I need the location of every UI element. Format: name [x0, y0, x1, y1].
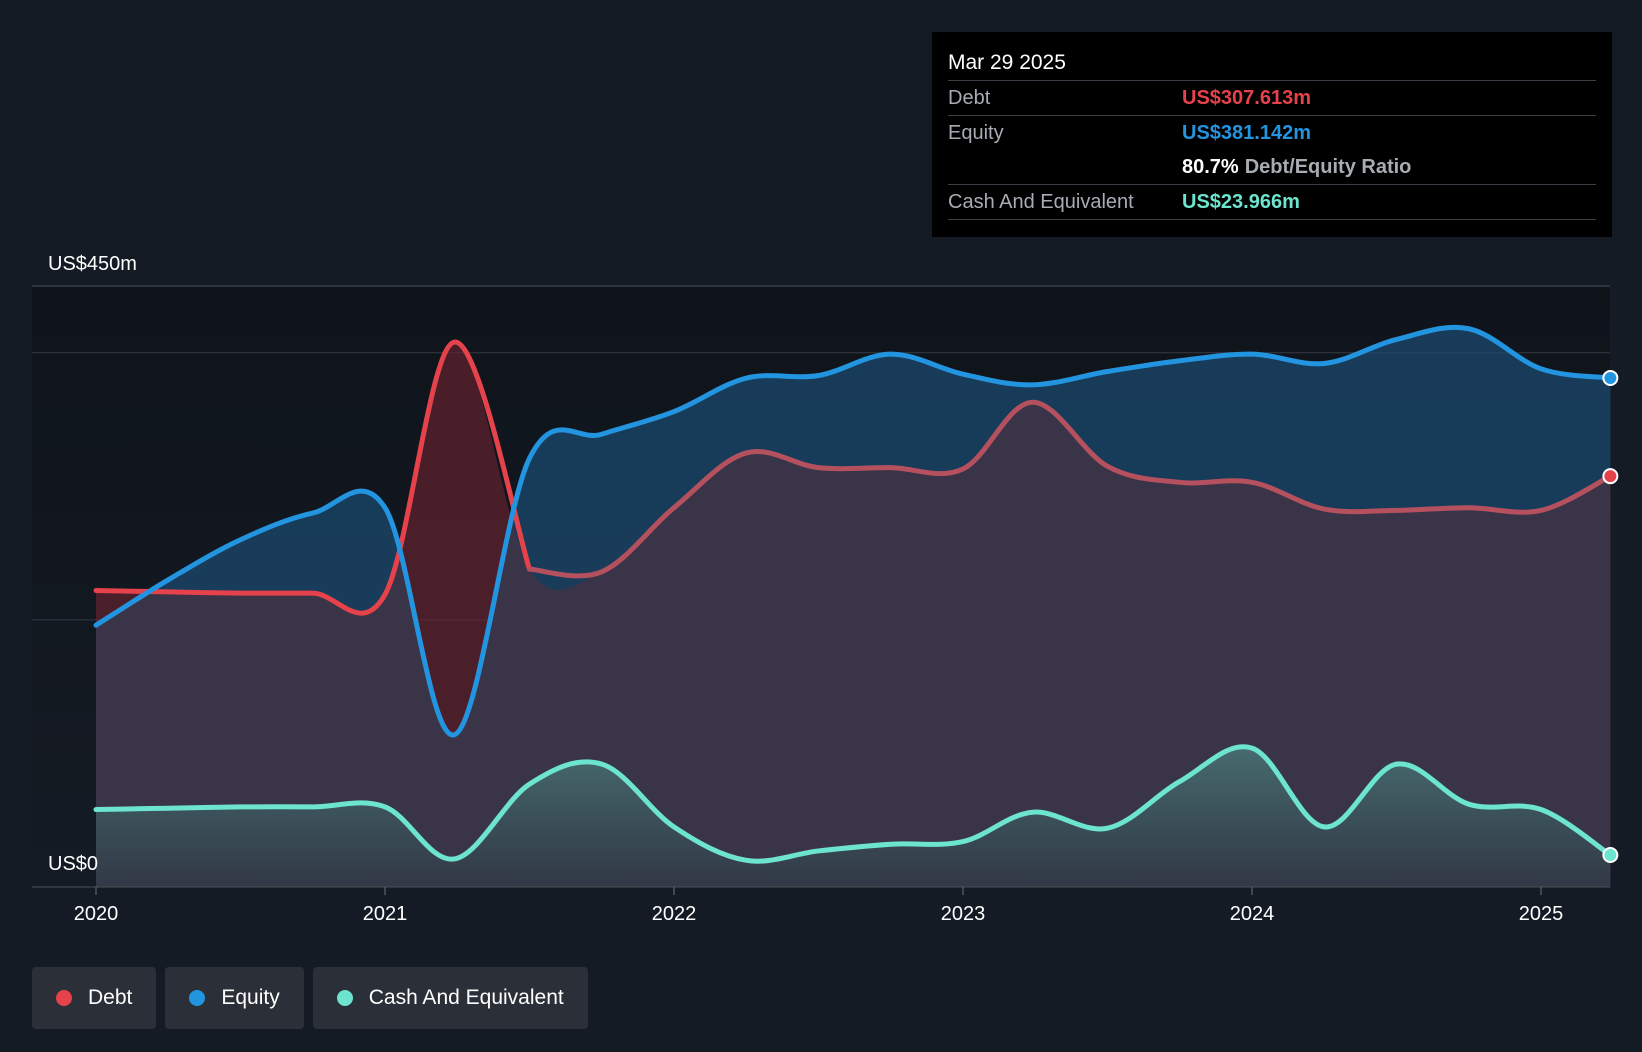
tooltip-cash-label: Cash And Equivalent — [948, 190, 1134, 213]
legend-dot-equity-icon — [189, 990, 206, 1006]
cash-line — [93, 744, 1613, 864]
tooltip-debt-value: US$307.613m — [1182, 86, 1311, 109]
x-tick-label: 2020 — [74, 903, 119, 925]
debt-line — [527, 399, 1613, 579]
x-tick-label: 2022 — [652, 903, 697, 925]
tooltip-ratio-value: 80.7% — [1182, 155, 1239, 178]
tooltip-date: Mar 29 2025 — [948, 51, 1066, 74]
x-tick-label: 2021 — [363, 903, 408, 925]
legend-label-debt: Debt — [88, 986, 133, 1009]
cash-endpoint-marker — [1602, 846, 1619, 863]
y-tick-label-max: US$450m — [48, 253, 137, 275]
tooltip-cash-value: US$23.966m — [1182, 190, 1300, 213]
legend-label-equity: Equity — [221, 986, 280, 1009]
y-tick-label-zero: US$0 — [48, 853, 98, 875]
legend-item-cash[interactable]: Cash And Equivalent — [312, 967, 588, 1029]
tooltip-debt-label: Debt — [948, 86, 991, 109]
equity-line — [93, 324, 1613, 738]
debt-line-early — [93, 339, 532, 616]
series-endpoints — [1602, 369, 1619, 863]
legend-item-equity[interactable]: Equity — [165, 967, 304, 1029]
legend-dot-cash-icon — [336, 990, 353, 1006]
cash-area — [96, 746, 1611, 887]
tooltip-ratio-label: Debt/Equity Ratio — [1244, 155, 1412, 178]
x-tick-label: 2024 — [1230, 903, 1275, 925]
tooltip-panel: Mar 29 2025 Debt US$307.613m Equity US$3… — [932, 32, 1612, 237]
tooltip-row-cash: Cash And Equivalent US$23.966m — [948, 184, 1596, 220]
equity-endpoint-marker — [1602, 369, 1619, 386]
legend-label-cash: Cash And Equivalent — [368, 986, 564, 1009]
x-tick-label: 2023 — [941, 903, 986, 925]
legend-item-debt[interactable]: Debt — [32, 967, 157, 1029]
legend-dot-debt-icon — [56, 990, 72, 1006]
debt-endpoint-marker — [1602, 468, 1619, 485]
tooltip-row-equity: Equity US$381.142m — [948, 115, 1596, 150]
tooltip-equity-value: US$381.142m — [1182, 121, 1311, 144]
tooltip-row-debt: Debt US$307.613m — [948, 80, 1596, 115]
x-tick-label: 2025 — [1519, 903, 1564, 925]
series-lines — [93, 324, 1613, 864]
legend: Debt Equity Cash And Equivalent — [32, 967, 588, 1029]
tooltip-equity-label: Equity — [948, 121, 1004, 144]
x-axis: 2020 2021 2022 2023 2024 2025 — [32, 886, 1610, 925]
tooltip-row-ratio: 80.7% Debt/Equity Ratio — [948, 150, 1596, 184]
